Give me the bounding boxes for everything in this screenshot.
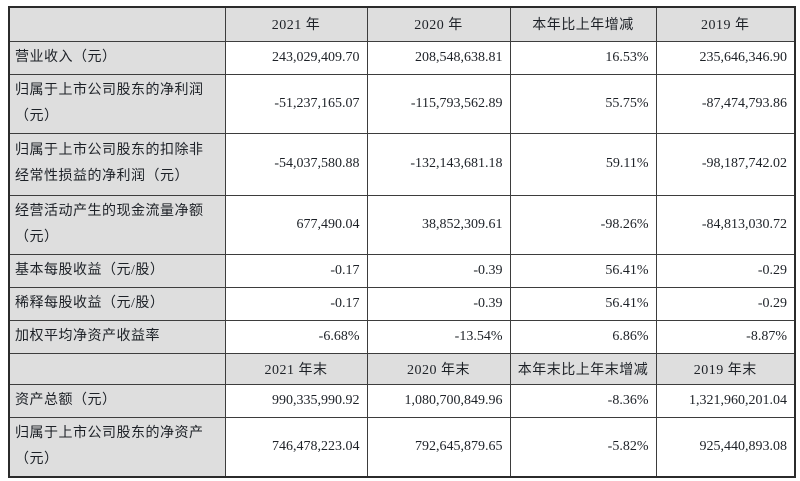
- cell-2020: 38,852,309.61: [366, 194, 511, 255]
- cell-2019: -0.29: [655, 286, 796, 321]
- cell-2019: -87,474,793.86: [655, 73, 796, 134]
- yearly-header-row: 2021 年 2020 年 本年比上年增减 2019 年: [8, 6, 796, 42]
- cell-2020: -0.39: [366, 286, 511, 321]
- cell-change: 56.41%: [509, 286, 657, 321]
- table-row-net-profit: 归属于上市公司股东的净利润（元） -51,237,165.07 -115,793…: [8, 73, 796, 134]
- row-label: 经营活动产生的现金流量净额（元）: [8, 194, 226, 255]
- cell-change: 55.75%: [509, 73, 657, 134]
- cell-2020: -13.54%: [366, 319, 511, 354]
- header-2020-end: 2020 年末: [366, 352, 511, 385]
- cell-2021: 243,029,409.70: [224, 40, 368, 75]
- header-yoy-change: 本年比上年增减: [509, 6, 657, 42]
- cell-2021: -0.17: [224, 253, 368, 288]
- cell-change: 16.53%: [509, 40, 657, 75]
- cell-2019: -84,813,030.72: [655, 194, 796, 255]
- cell-2021: -0.17: [224, 286, 368, 321]
- cell-change: 6.86%: [509, 319, 657, 354]
- cell-change: 56.41%: [509, 253, 657, 288]
- table-row-diluted-eps: 稀释每股收益（元/股） -0.17 -0.39 56.41% -0.29: [8, 286, 796, 321]
- cell-2019: 235,646,346.90: [655, 40, 796, 75]
- header-2021: 2021 年: [224, 6, 368, 42]
- row-label: 归属于上市公司股东的净资产（元）: [8, 416, 226, 478]
- financial-summary-table: 2021 年 2020 年 本年比上年增减 2019 年 营业收入（元） 243…: [8, 6, 796, 478]
- cell-2021: -6.68%: [224, 319, 368, 354]
- table-row-net-profit-excl-nonrecurring: 归属于上市公司股东的扣除非经常性损益的净利润（元） -54,037,580.88…: [8, 132, 796, 196]
- header-2021-end: 2021 年末: [224, 352, 368, 385]
- cell-change: -5.82%: [509, 416, 657, 478]
- header-year-end-change: 本年末比上年末增减: [509, 352, 657, 385]
- cell-2021: -54,037,580.88: [224, 132, 368, 196]
- table-row-revenue: 营业收入（元） 243,029,409.70 208,548,638.81 16…: [8, 40, 796, 75]
- table-row-total-assets: 资产总额（元） 990,335,990.92 1,080,700,849.96 …: [8, 383, 796, 418]
- cell-2021: 746,478,223.04: [224, 416, 368, 478]
- row-label: 加权平均净资产收益率: [8, 319, 226, 354]
- cell-2020: 208,548,638.81: [366, 40, 511, 75]
- row-label: 稀释每股收益（元/股）: [8, 286, 226, 321]
- cell-2020: 792,645,879.65: [366, 416, 511, 478]
- cell-2020: -132,143,681.18: [366, 132, 511, 196]
- cell-2020: -0.39: [366, 253, 511, 288]
- cell-2020: 1,080,700,849.96: [366, 383, 511, 418]
- cell-2021: 990,335,990.92: [224, 383, 368, 418]
- row-label: 资产总额（元）: [8, 383, 226, 418]
- table-row-operating-cash-flow: 经营活动产生的现金流量净额（元） 677,490.04 38,852,309.6…: [8, 194, 796, 255]
- header-2019-end: 2019 年末: [655, 352, 796, 385]
- header-2019: 2019 年: [655, 6, 796, 42]
- cell-2021: -51,237,165.07: [224, 73, 368, 134]
- row-label: 归属于上市公司股东的净利润（元）: [8, 73, 226, 134]
- cell-2019: 1,321,960,201.04: [655, 383, 796, 418]
- row-label: 归属于上市公司股东的扣除非经常性损益的净利润（元）: [8, 132, 226, 196]
- year-end-header-row: 2021 年末 2020 年末 本年末比上年末增减 2019 年末: [8, 352, 796, 385]
- cell-change: -8.36%: [509, 383, 657, 418]
- cell-2019: 925,440,893.08: [655, 416, 796, 478]
- cell-2021: 677,490.04: [224, 194, 368, 255]
- cell-change: -98.26%: [509, 194, 657, 255]
- corner-cell: [8, 6, 226, 42]
- table-row-net-assets: 归属于上市公司股东的净资产（元） 746,478,223.04 792,645,…: [8, 416, 796, 478]
- header-2020: 2020 年: [366, 6, 511, 42]
- cell-2019: -0.29: [655, 253, 796, 288]
- cell-change: 59.11%: [509, 132, 657, 196]
- cell-2019: -98,187,742.02: [655, 132, 796, 196]
- row-label: 基本每股收益（元/股）: [8, 253, 226, 288]
- row-label: 营业收入（元）: [8, 40, 226, 75]
- corner-cell: [8, 352, 226, 385]
- table-row-weighted-avg-roe: 加权平均净资产收益率 -6.68% -13.54% 6.86% -8.87%: [8, 319, 796, 354]
- cell-2019: -8.87%: [655, 319, 796, 354]
- table-row-basic-eps: 基本每股收益（元/股） -0.17 -0.39 56.41% -0.29: [8, 253, 796, 288]
- cell-2020: -115,793,562.89: [366, 73, 511, 134]
